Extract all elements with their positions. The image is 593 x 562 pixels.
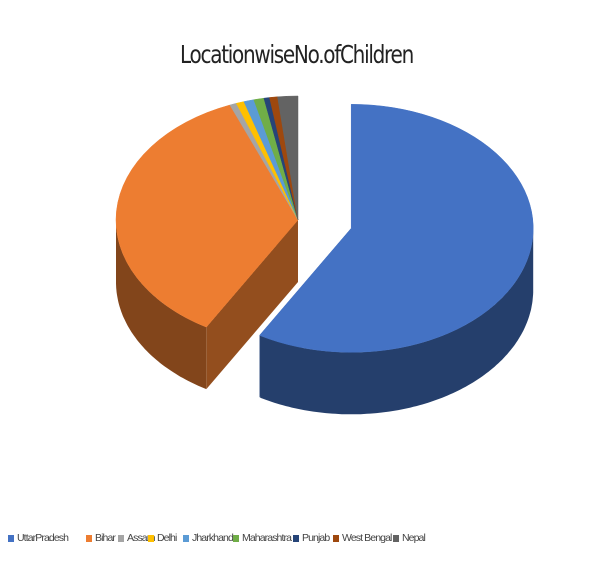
chart-legend: UttarPradesh Bihar Assam Delhi Jharkhand Maha… (8, 532, 588, 548)
legend-swatch (333, 534, 339, 542)
legend-item-maharashtra: Maharashtra (233, 532, 292, 544)
pie-slice-nepal (277, 95, 299, 221)
legend-item-west-bengal: West Bengal (333, 532, 392, 544)
legend-swatch (118, 534, 124, 542)
chart-title: LocationwiseNo.ofChildren (180, 40, 414, 69)
pie-slice-side-bihar (116, 219, 298, 390)
pie-slice-bihar (115, 104, 299, 328)
legend-swatch (8, 534, 14, 542)
legend-swatch (86, 534, 92, 542)
legend-label: Delhi (157, 532, 177, 544)
legend-label: Maharashtra (242, 532, 292, 544)
legend-swatch (393, 534, 399, 542)
legend-label: Punjab (302, 532, 330, 544)
legend-label: Nepal (402, 532, 426, 544)
legend-item-uttarpradesh: UttarPradesh (8, 532, 69, 544)
legend-item-punjab: Punjab (293, 532, 330, 544)
legend-label: West Bengal (342, 532, 392, 544)
legend-item-nepal: Nepal (393, 532, 426, 544)
legend-swatch (183, 534, 189, 542)
legend-label: UttarPradesh (17, 532, 69, 544)
legend-label: Jharkhand (192, 532, 234, 544)
legend-label: Bihar (95, 532, 116, 544)
legend-swatch (233, 534, 239, 542)
legend-swatch (293, 534, 299, 542)
legend-item-delhi: Delhi (148, 532, 177, 544)
pie-slice-uttarpradesh (259, 104, 534, 353)
legend-item-bihar: Bihar (86, 532, 116, 544)
legend-item-jharkhand: Jharkhand (183, 532, 234, 544)
legend-swatch (148, 534, 154, 542)
